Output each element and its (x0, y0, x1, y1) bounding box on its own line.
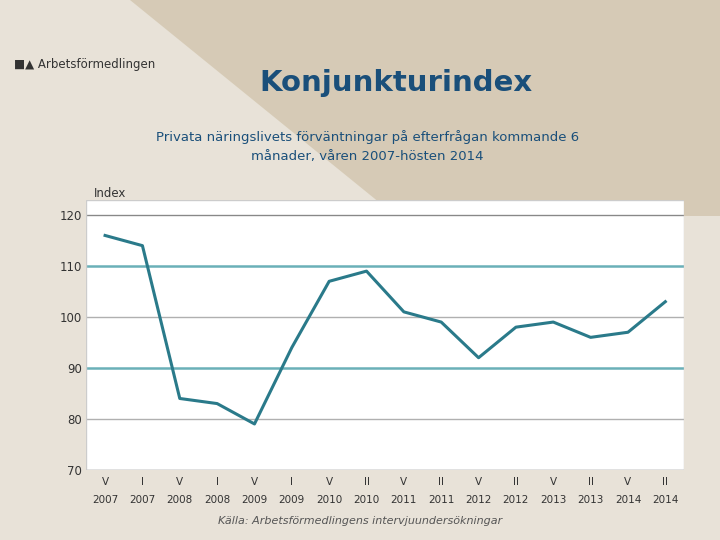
Text: 2014: 2014 (615, 495, 642, 505)
Text: V: V (400, 477, 408, 488)
Text: I: I (141, 477, 144, 488)
Text: Index: Index (94, 187, 126, 200)
Text: II: II (438, 477, 444, 488)
Text: 2014: 2014 (652, 495, 678, 505)
Text: 2009: 2009 (241, 495, 268, 505)
Text: 2012: 2012 (503, 495, 529, 505)
Text: 2007: 2007 (92, 495, 118, 505)
Text: II: II (364, 477, 369, 488)
Text: V: V (102, 477, 109, 488)
Text: 2013: 2013 (540, 495, 567, 505)
Text: V: V (325, 477, 333, 488)
Text: I: I (215, 477, 219, 488)
Text: V: V (251, 477, 258, 488)
Bar (86, 200, 684, 470)
Text: Privata näringslivets förväntningar på efterfrågan kommande 6
månader, våren 200: Privata näringslivets förväntningar på e… (156, 130, 579, 163)
Text: Konjunkturindex: Konjunkturindex (259, 69, 533, 97)
Text: V: V (176, 477, 184, 488)
Text: 2010: 2010 (316, 495, 342, 505)
Text: 2013: 2013 (577, 495, 604, 505)
Text: II: II (662, 477, 668, 488)
Text: V: V (475, 477, 482, 488)
Text: 2010: 2010 (354, 495, 379, 505)
Text: Källa: Arbetsförmedlingens intervjuundersökningar: Källa: Arbetsförmedlingens intervjuunder… (218, 516, 502, 526)
Text: 2008: 2008 (204, 495, 230, 505)
Text: II: II (513, 477, 519, 488)
Text: 2011: 2011 (428, 495, 454, 505)
Text: 2012: 2012 (465, 495, 492, 505)
Text: 2007: 2007 (130, 495, 156, 505)
Text: ■▲ Arbetsförmedlingen: ■▲ Arbetsförmedlingen (14, 58, 156, 71)
Text: V: V (549, 477, 557, 488)
Text: 2009: 2009 (279, 495, 305, 505)
Text: V: V (624, 477, 631, 488)
Text: 2008: 2008 (166, 495, 193, 505)
Text: 2011: 2011 (391, 495, 417, 505)
Text: II: II (588, 477, 593, 488)
Text: I: I (290, 477, 293, 488)
Polygon shape (130, 0, 720, 216)
